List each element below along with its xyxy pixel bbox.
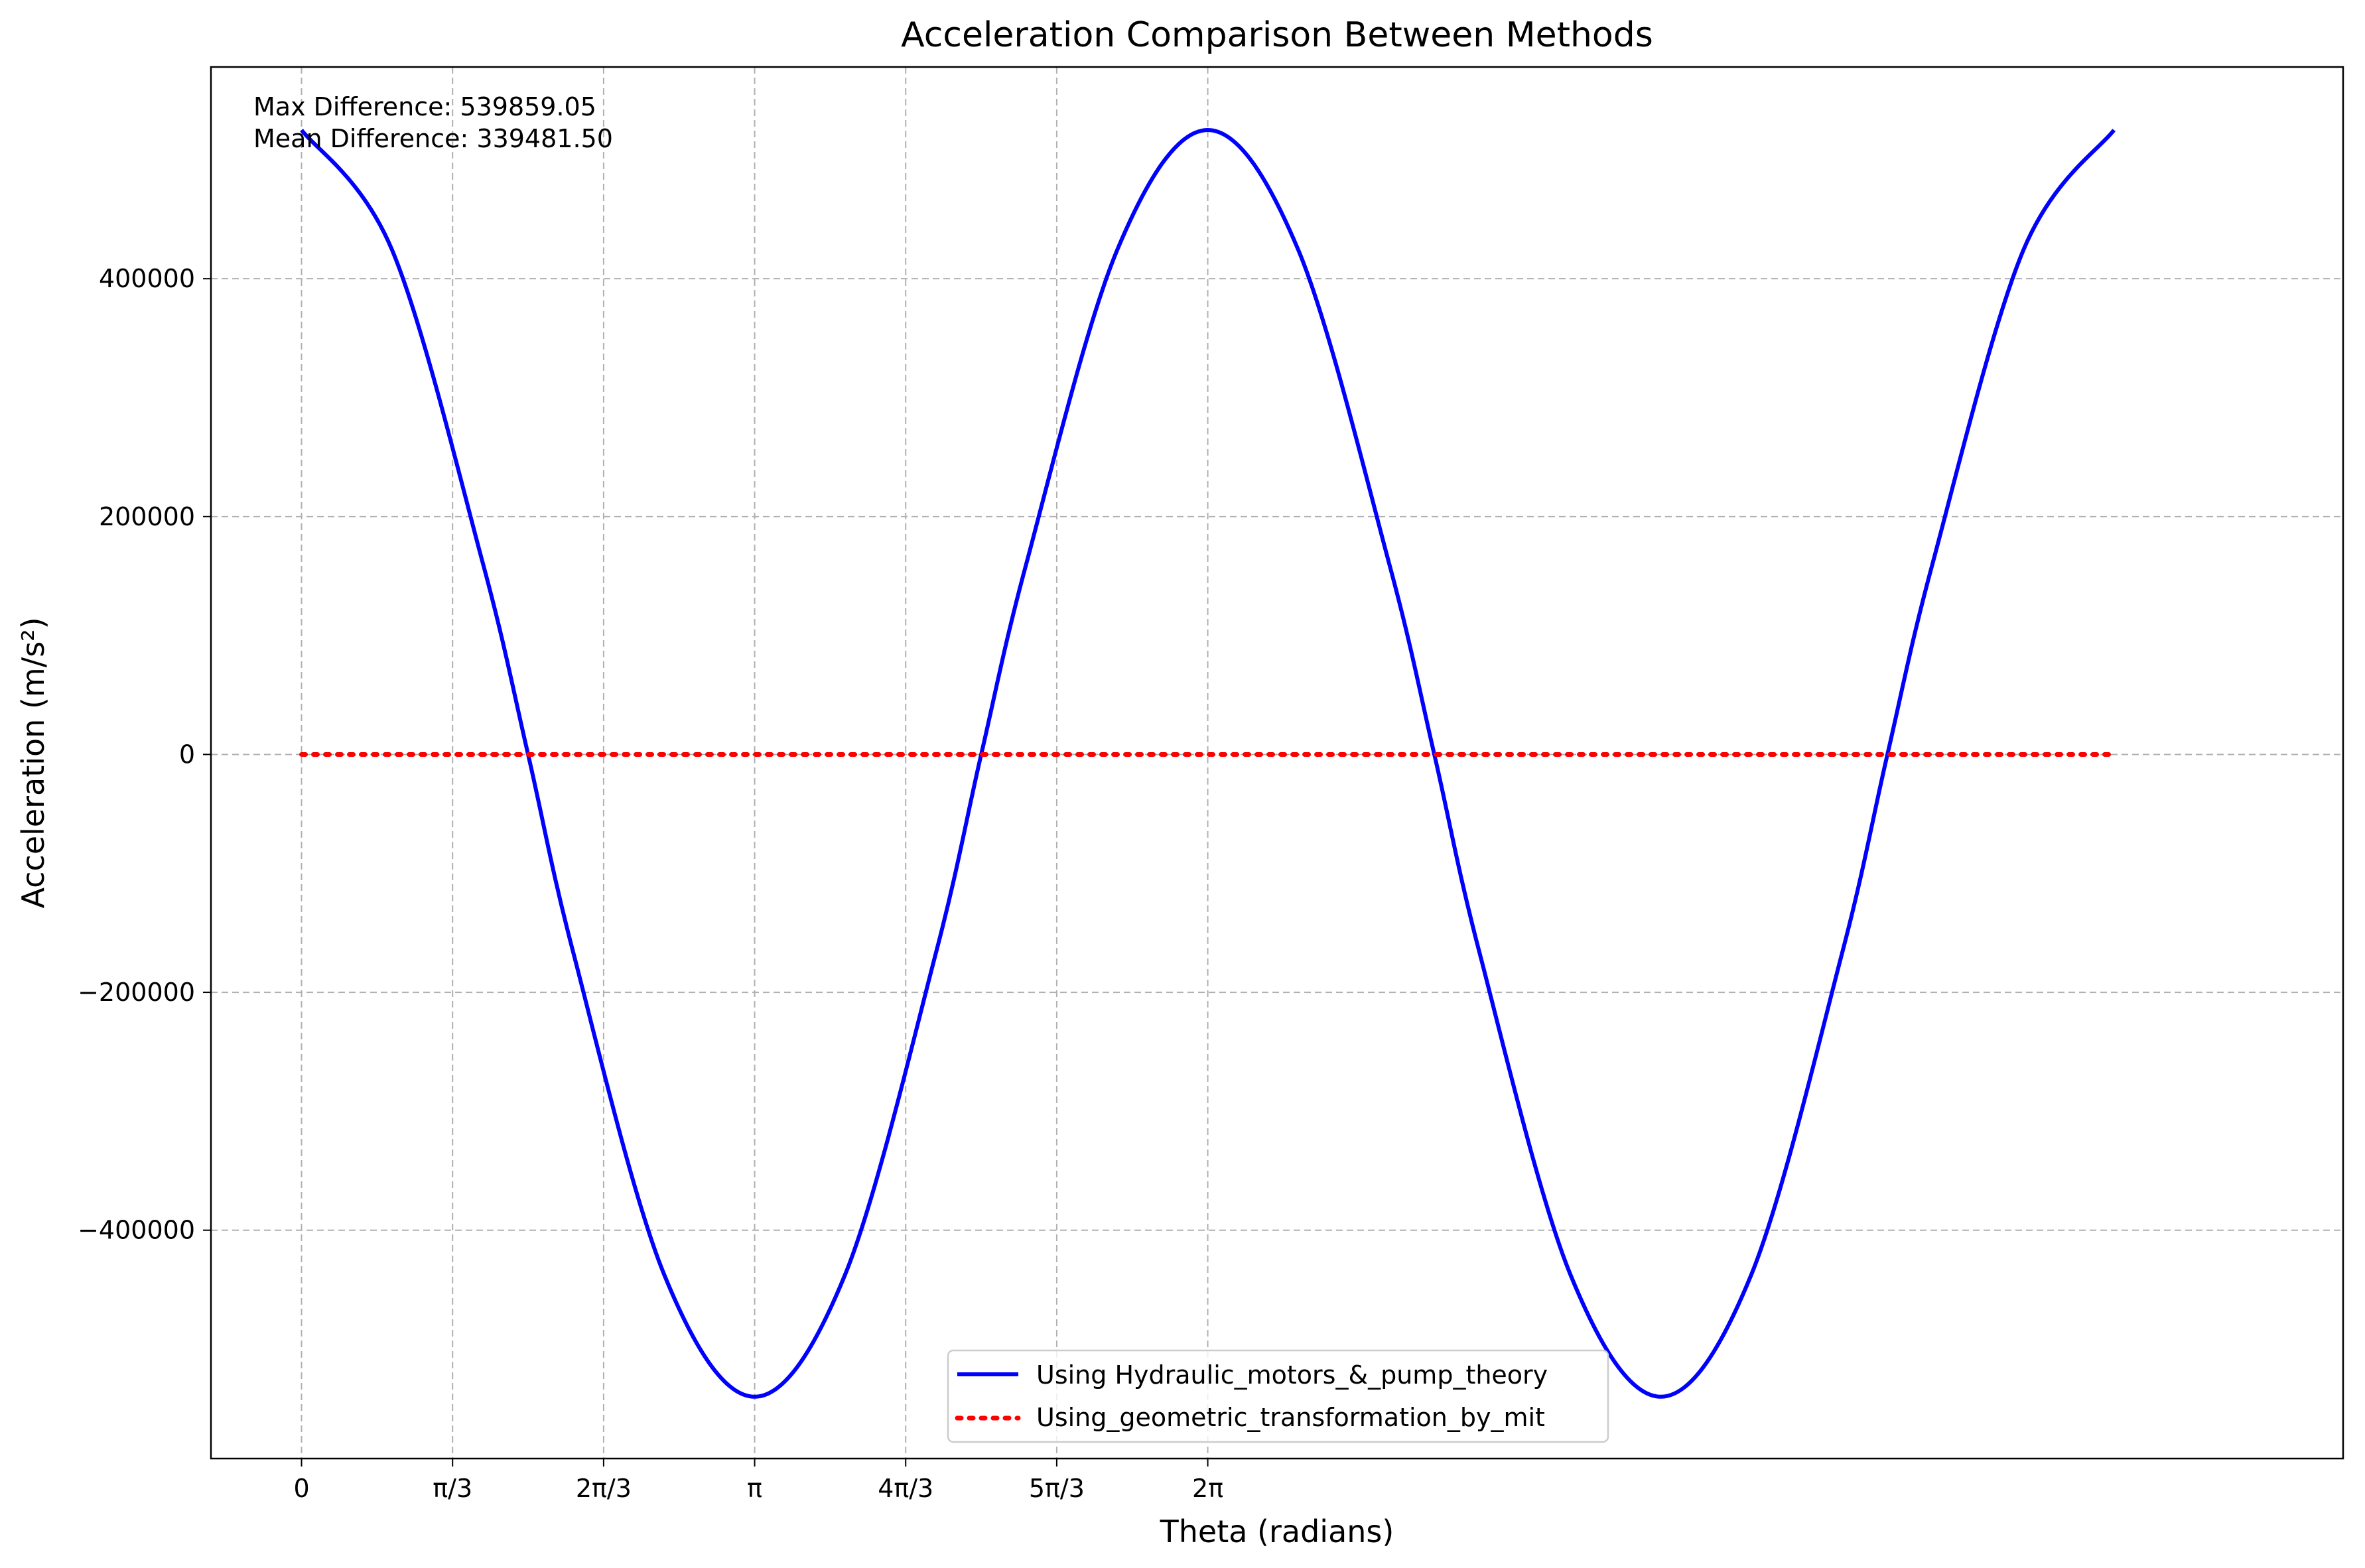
y-tick-label: 400000 — [99, 264, 195, 293]
legend-label-hydraulic: Using Hydraulic_motors_&_pump_theory — [1036, 1360, 1548, 1390]
legend-box — [947, 1349, 1609, 1443]
y-tick-label: −400000 — [78, 1216, 195, 1245]
plot-frame — [210, 66, 2344, 1460]
y-axis-label: Acceleration (m/s²) — [15, 617, 51, 908]
y-tick-label: −200000 — [78, 978, 195, 1007]
plot-series — [299, 128, 2117, 1399]
y-tick-label: 0 — [179, 740, 195, 769]
x-tick-label: 2π/3 — [576, 1474, 632, 1503]
x-tick-label: π/3 — [433, 1474, 472, 1503]
x-tick-label: 5π/3 — [1029, 1474, 1085, 1503]
axis-ticks: 0 π/3 2π/3 π 4π/3 5π/3 2π −400000 −200000 0 200000… — [78, 264, 1223, 1503]
x-tick-label: 0 — [293, 1474, 309, 1503]
max-difference-annotation: Max Difference: 539859.05 — [253, 92, 596, 121]
x-tick-label: 2π — [1192, 1474, 1223, 1503]
grid — [211, 67, 2343, 1459]
chart-title: Acceleration Comparison Between Methods — [901, 15, 1653, 55]
mean-difference-annotation: Mean Difference: 339481.50 — [253, 124, 613, 153]
series-hydraulic-line — [300, 128, 2116, 1399]
y-tick-label: 200000 — [99, 502, 195, 531]
x-tick-label: π — [747, 1474, 762, 1503]
x-axis-label: Theta (radians) — [1160, 1514, 1394, 1549]
x-tick-label: 4π/3 — [878, 1474, 933, 1503]
legend: Using Hydraulic_motors_&_pump_theory Usi… — [947, 1349, 1609, 1443]
legend-label-geometric: Using_geometric_transformation_by_mit — [1036, 1403, 1545, 1432]
